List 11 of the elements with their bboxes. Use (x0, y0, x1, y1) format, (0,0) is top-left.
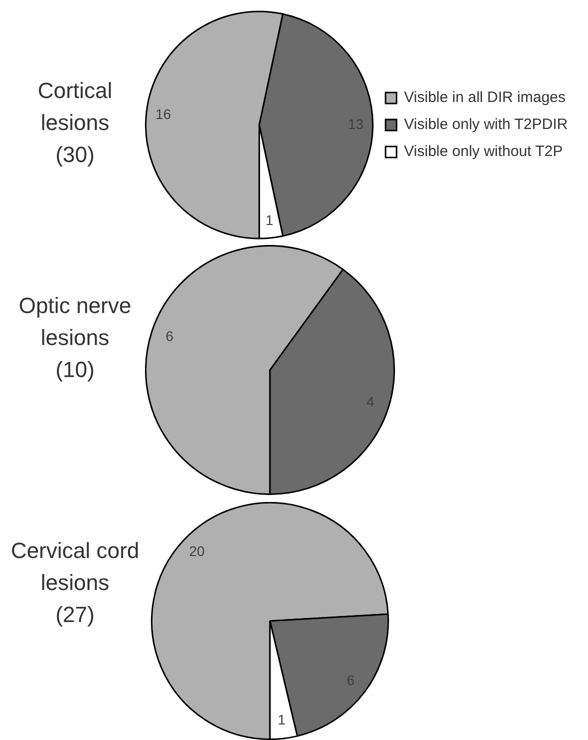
data-label: 6 (166, 328, 174, 344)
text: Cortical lesions (30) (36, 77, 114, 169)
data-label: 16 (156, 106, 172, 122)
data-label: 1 (265, 212, 274, 228)
data-label: 1 (278, 712, 286, 728)
data-label: 20 (189, 542, 205, 559)
legend-label: Visible only with T2PDIR (404, 116, 568, 134)
text: Optic nerve lesions (10) (18, 292, 132, 384)
legend-label: Visible in all DIR images (404, 89, 566, 106)
text: Cervical cord lesions (27) (10, 537, 140, 629)
legend-label: Visible only without T2P (404, 143, 563, 160)
